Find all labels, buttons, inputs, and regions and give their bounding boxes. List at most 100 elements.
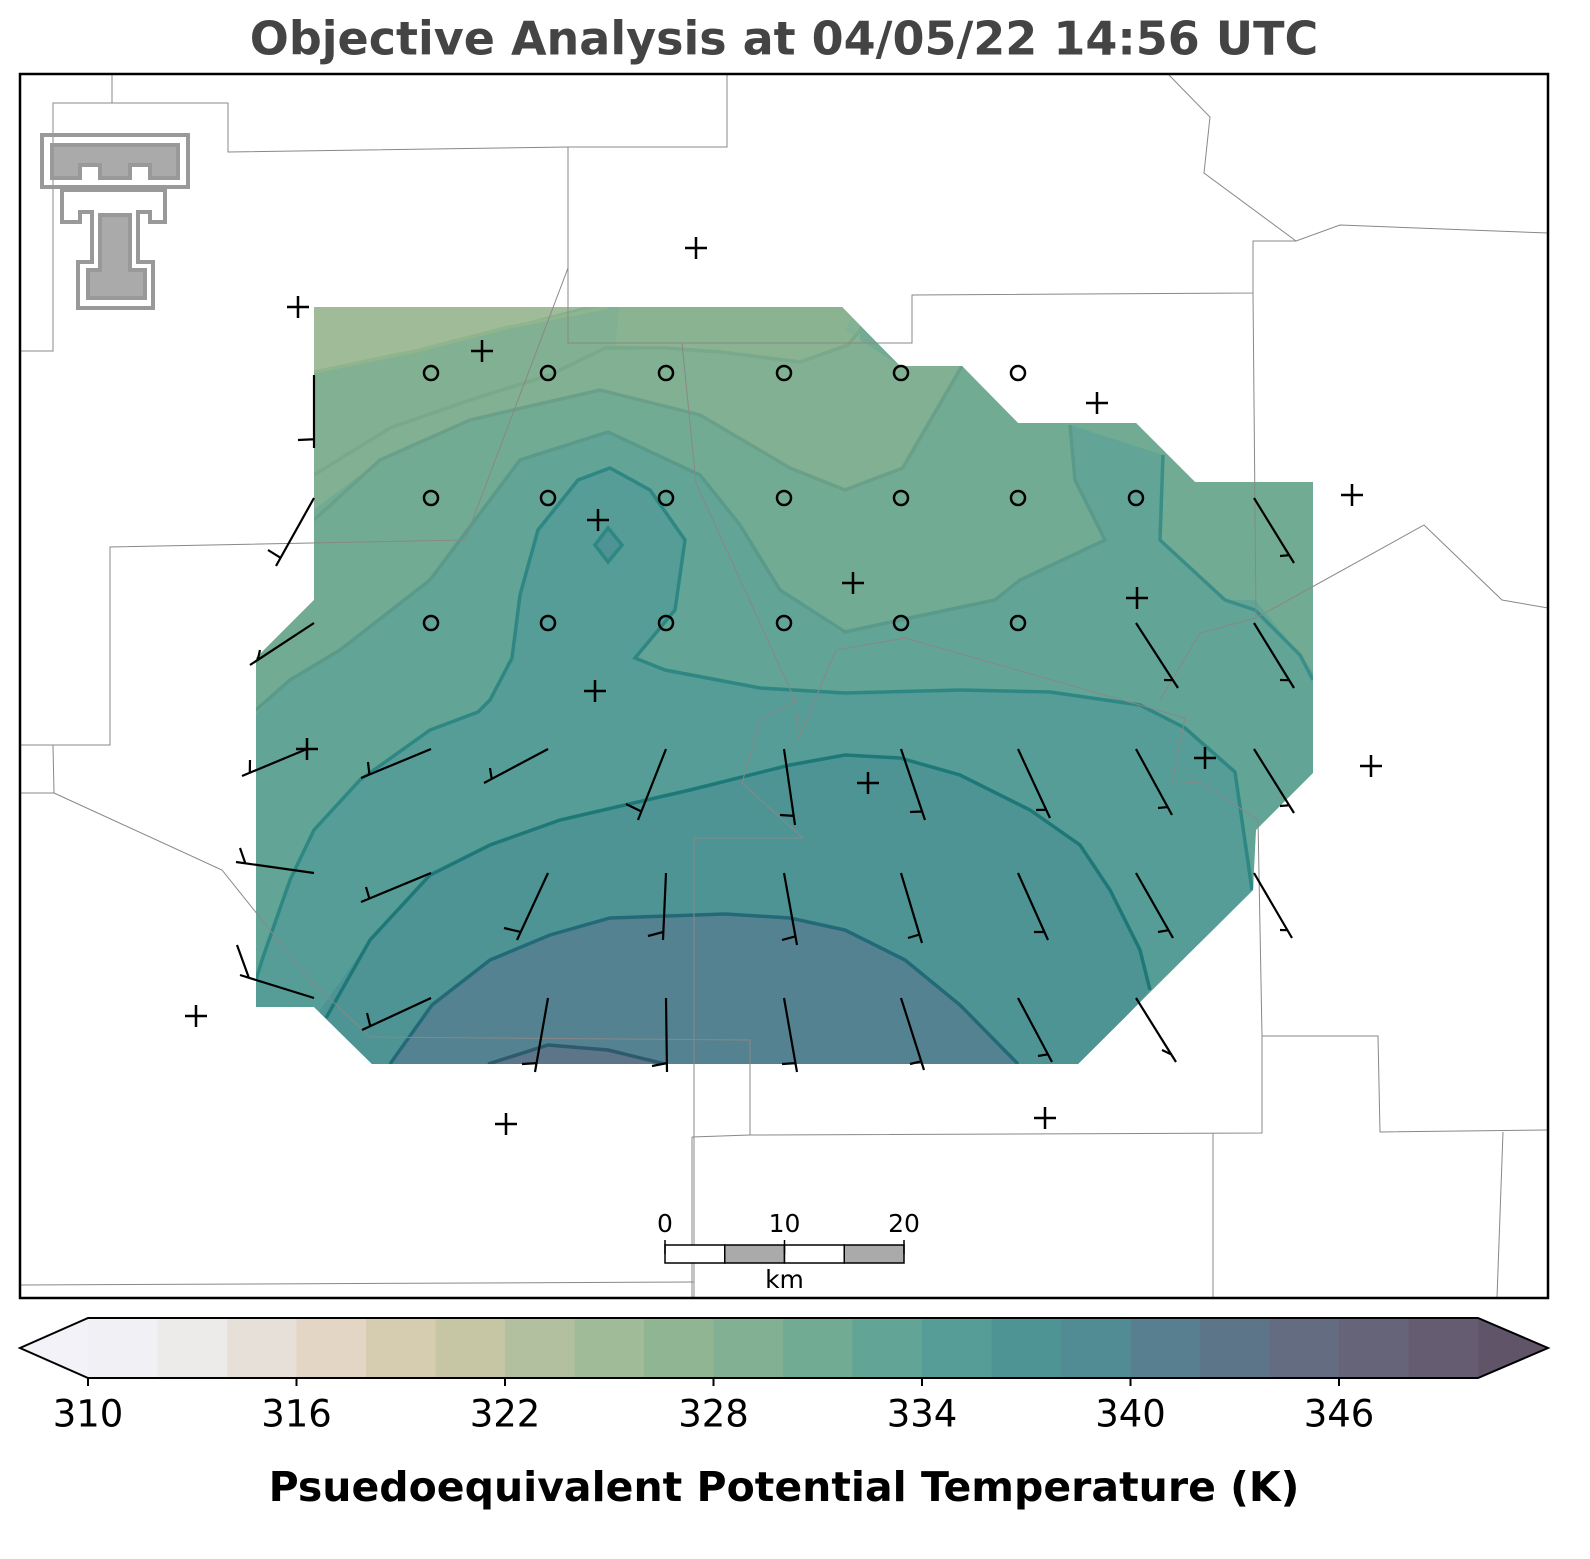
wind-barb xyxy=(1135,872,1174,939)
station-circle xyxy=(892,614,910,632)
scale-tick-label: 10 xyxy=(769,1209,801,1238)
station-plus xyxy=(185,1005,207,1027)
station-circle xyxy=(539,489,557,507)
wind-barb xyxy=(1253,497,1295,564)
station-circle xyxy=(422,489,440,507)
station-plus xyxy=(287,296,309,318)
station-circle xyxy=(422,364,440,382)
colorbar-swatch xyxy=(922,1318,992,1378)
scale-bar: km 0 10 20 xyxy=(657,1209,920,1294)
colorbar-swatch xyxy=(88,1318,158,1378)
station-plus xyxy=(857,772,879,794)
field-band xyxy=(256,307,610,390)
wind-barb xyxy=(651,997,669,1073)
station-plus xyxy=(1194,747,1216,769)
logo-shape xyxy=(86,213,147,300)
station-plus xyxy=(685,237,707,259)
station-circle xyxy=(775,364,793,382)
station-circle xyxy=(1127,489,1145,507)
station-circle xyxy=(657,614,675,632)
wind-barb xyxy=(1017,997,1053,1063)
station-circle xyxy=(657,364,675,382)
analysis-field xyxy=(256,307,1313,1064)
colorbar-swatch xyxy=(157,1318,228,1378)
colorbar-swatch xyxy=(435,1318,506,1378)
wind-barb xyxy=(781,872,799,946)
colorbar-swatch xyxy=(644,1318,714,1378)
colorbar-swatch xyxy=(1408,1318,1479,1378)
colorbar-swatch xyxy=(574,1318,645,1378)
colorbar-swatch xyxy=(227,1318,297,1378)
county-lines xyxy=(19,73,1549,1299)
station-plus xyxy=(1034,1107,1056,1129)
colorbar-swatch xyxy=(1339,1318,1409,1378)
wind-barb xyxy=(779,748,797,826)
colorbar-tick-label: 310 xyxy=(53,1393,124,1436)
wind-barb xyxy=(267,497,315,567)
logo-outline xyxy=(40,133,190,189)
scale-unit: km xyxy=(765,1265,804,1294)
field-band xyxy=(488,1045,665,1064)
colorbar-tick-label: 334 xyxy=(887,1393,958,1436)
colorbar-swatch xyxy=(1200,1318,1270,1378)
colorbar-swatch xyxy=(366,1318,436,1378)
title: Objective Analysis at 04/05/22 14:56 UTC xyxy=(250,12,1319,66)
wind-barb xyxy=(899,872,924,944)
map: km 0 10 20 xyxy=(18,72,1550,1300)
colorbar-swatch xyxy=(1269,1318,1340,1378)
station-plus xyxy=(495,1113,517,1135)
contours xyxy=(256,307,1313,1064)
wind-barb xyxy=(1017,748,1051,819)
station-circle xyxy=(1009,489,1027,507)
wind-barb xyxy=(781,997,799,1073)
station-plus xyxy=(1126,587,1148,609)
map-frame xyxy=(18,72,1550,1300)
wind-barb xyxy=(297,375,316,448)
logo-shape xyxy=(50,143,180,180)
station-circle xyxy=(539,364,557,382)
colorbar-outline xyxy=(17,1317,1551,1379)
colorbar-swatch xyxy=(852,1318,923,1378)
station-circle xyxy=(422,614,440,632)
station-plus xyxy=(584,680,606,702)
station-circle xyxy=(775,489,793,507)
scale-segment xyxy=(843,1244,905,1264)
wind-barb xyxy=(360,747,432,780)
wind-barb xyxy=(899,997,926,1071)
scale-segment xyxy=(664,1244,726,1264)
wind-barb xyxy=(241,747,308,778)
colorbar-swatch xyxy=(1061,1318,1131,1378)
wind-barb xyxy=(1253,872,1293,939)
wind-barb xyxy=(521,997,550,1073)
scale-segment xyxy=(783,1244,845,1264)
wind-barb xyxy=(235,847,315,875)
station-circle xyxy=(892,489,910,507)
scale-segment xyxy=(724,1244,786,1264)
colorbar-tick-label: 346 xyxy=(1304,1393,1375,1436)
colorbar-tick-label: 340 xyxy=(1095,1393,1166,1436)
wind-barb xyxy=(360,871,432,904)
colorbar: 310 316 322 328 334 340 346 xyxy=(17,1317,1551,1436)
stations xyxy=(185,237,1382,1135)
colorbar-tick-label: 328 xyxy=(678,1393,749,1436)
colorbar-extend-under xyxy=(20,1318,88,1378)
station-circle xyxy=(1009,614,1027,632)
wind-barb xyxy=(1135,997,1177,1063)
station-plus xyxy=(1341,484,1363,506)
colorbar-swatch xyxy=(991,1318,1062,1378)
logo-shape xyxy=(60,188,167,310)
station-circle xyxy=(892,364,910,382)
station-plus xyxy=(1360,755,1382,777)
colorbar-swatch xyxy=(713,1318,784,1378)
wind-barb xyxy=(625,748,668,821)
wind-barb xyxy=(361,997,432,1031)
wind-barb xyxy=(483,748,549,784)
colorbar-swatch xyxy=(505,1318,575,1378)
scale-tick-label: 20 xyxy=(888,1209,920,1238)
station-plus xyxy=(842,572,864,594)
wind-barb xyxy=(235,944,315,1000)
field-band xyxy=(390,914,1018,1064)
colorbar-tick-label: 316 xyxy=(261,1393,332,1436)
station-plus xyxy=(1086,392,1108,414)
